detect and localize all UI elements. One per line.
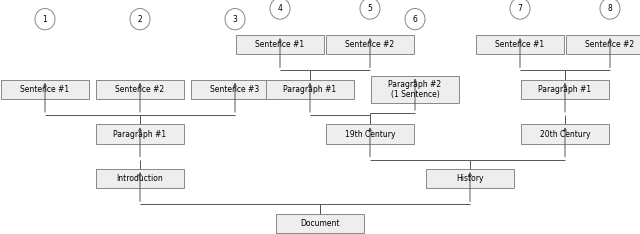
FancyBboxPatch shape bbox=[191, 80, 279, 99]
Circle shape bbox=[405, 8, 425, 30]
FancyBboxPatch shape bbox=[426, 169, 514, 188]
FancyBboxPatch shape bbox=[1, 80, 89, 99]
Circle shape bbox=[35, 8, 55, 30]
Circle shape bbox=[270, 0, 290, 19]
Text: 1: 1 bbox=[43, 15, 47, 24]
FancyBboxPatch shape bbox=[276, 214, 364, 233]
FancyBboxPatch shape bbox=[476, 35, 564, 54]
Text: 8: 8 bbox=[607, 4, 612, 13]
Text: 3: 3 bbox=[232, 15, 237, 24]
Text: Introduction: Introduction bbox=[116, 174, 163, 183]
FancyBboxPatch shape bbox=[371, 76, 459, 103]
Text: 2: 2 bbox=[138, 15, 142, 24]
Text: History: History bbox=[456, 174, 484, 183]
Text: 6: 6 bbox=[413, 15, 417, 24]
FancyBboxPatch shape bbox=[96, 169, 184, 188]
Text: Sentence #3: Sentence #3 bbox=[211, 85, 260, 94]
Text: 7: 7 bbox=[518, 4, 522, 13]
FancyBboxPatch shape bbox=[96, 124, 184, 144]
FancyBboxPatch shape bbox=[566, 35, 640, 54]
Text: Sentence #2: Sentence #2 bbox=[115, 85, 164, 94]
FancyBboxPatch shape bbox=[521, 80, 609, 99]
FancyBboxPatch shape bbox=[266, 80, 354, 99]
Circle shape bbox=[225, 8, 245, 30]
FancyBboxPatch shape bbox=[96, 80, 184, 99]
Text: Sentence #1: Sentence #1 bbox=[20, 85, 70, 94]
Text: Sentence #1: Sentence #1 bbox=[255, 40, 305, 49]
Text: Document: Document bbox=[300, 219, 340, 228]
FancyBboxPatch shape bbox=[521, 124, 609, 144]
Text: Paragraph #1: Paragraph #1 bbox=[113, 129, 166, 139]
Text: Sentence #2: Sentence #2 bbox=[346, 40, 395, 49]
Text: 4: 4 bbox=[278, 4, 282, 13]
Text: Sentence #1: Sentence #1 bbox=[495, 40, 545, 49]
Circle shape bbox=[130, 8, 150, 30]
Text: 19th Century: 19th Century bbox=[345, 129, 396, 139]
Circle shape bbox=[360, 0, 380, 19]
Text: Sentence #2: Sentence #2 bbox=[586, 40, 635, 49]
FancyBboxPatch shape bbox=[326, 35, 414, 54]
Text: Paragraph #1: Paragraph #1 bbox=[284, 85, 337, 94]
FancyBboxPatch shape bbox=[326, 124, 414, 144]
Circle shape bbox=[510, 0, 530, 19]
Text: Paragraph #2
(1 Sentence): Paragraph #2 (1 Sentence) bbox=[388, 80, 442, 99]
Text: 20th Century: 20th Century bbox=[540, 129, 590, 139]
FancyBboxPatch shape bbox=[236, 35, 324, 54]
Text: Paragraph #1: Paragraph #1 bbox=[538, 85, 591, 94]
Circle shape bbox=[600, 0, 620, 19]
Text: 5: 5 bbox=[367, 4, 372, 13]
